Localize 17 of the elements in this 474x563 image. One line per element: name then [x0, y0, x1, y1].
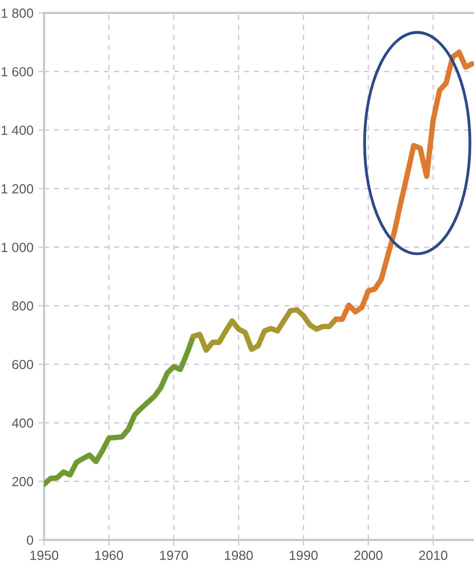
x-tick-label: 2000: [354, 550, 382, 560]
y-tick-label: 400: [12, 418, 34, 428]
y-tick-label: 600: [12, 360, 34, 370]
y-tick-label: 800: [12, 301, 34, 311]
y-tick-label: 1 600: [2, 67, 34, 76]
y-tick-label: 1 800: [2, 8, 34, 18]
y-tick-label: 0: [26, 535, 34, 545]
y-tick-label: 1 400: [2, 126, 34, 135]
x-tick-label: 2010: [419, 550, 448, 560]
x-tick-label: 1980: [224, 550, 253, 560]
x-tick-label: 1950: [30, 550, 58, 560]
y-tick-label: 1 200: [2, 184, 34, 194]
x-tick-label: 1960: [95, 550, 124, 560]
x-tick-label: 1970: [160, 550, 188, 560]
x-tick-label: 1990: [290, 550, 318, 560]
y-tick-label: 1 000: [2, 242, 34, 252]
y-tick-label: 200: [12, 476, 34, 486]
